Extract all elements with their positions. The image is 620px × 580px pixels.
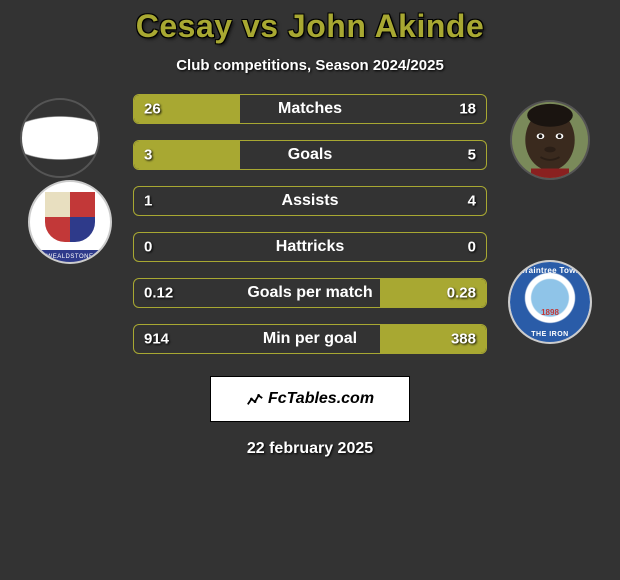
stat-value-right: 5 <box>468 147 476 164</box>
subtitle: Club competitions, Season 2024/2025 <box>176 57 444 74</box>
stat-label: Goals per match <box>247 284 372 302</box>
stat-value-right: 388 <box>451 331 476 348</box>
stat-value-right: 4 <box>468 193 476 210</box>
footer-brand-box: FcTables.com <box>210 376 410 422</box>
stat-value-left: 3 <box>144 147 152 164</box>
footer-brand-text: FcTables.com <box>268 390 374 408</box>
stat-value-left: 0.12 <box>144 285 173 302</box>
stats-area: 26 Matches 18 3 Goals 5 1 Assists 4 0 Hattricks 0 0.… <box>0 94 620 370</box>
fctables-logo-icon <box>246 390 264 408</box>
stat-row: 26 Matches 18 <box>133 94 487 124</box>
stat-label: Min per goal <box>263 330 357 348</box>
stat-row: 3 Goals 5 <box>133 140 487 170</box>
page-title: Cesay vs John Akinde <box>136 8 485 45</box>
comparison-infographic: Cesay vs John Akinde Club competitions, … <box>0 0 620 580</box>
stat-value-left: 914 <box>144 331 169 348</box>
stat-label: Assists <box>282 192 339 210</box>
stat-label: Goals <box>288 146 332 164</box>
stat-value-right: 0 <box>468 239 476 256</box>
stat-row: 914 Min per goal 388 <box>133 324 487 354</box>
stat-row: 0.12 Goals per match 0.28 <box>133 278 487 308</box>
stat-row: 1 Assists 4 <box>133 186 487 216</box>
stat-value-right: 0.28 <box>447 285 476 302</box>
stat-value-left: 0 <box>144 239 152 256</box>
stat-label: Matches <box>278 100 342 118</box>
stat-value-left: 26 <box>144 101 161 118</box>
stat-value-left: 1 <box>144 193 152 210</box>
date-text: 22 february 2025 <box>247 440 373 458</box>
stat-value-right: 18 <box>459 101 476 118</box>
stat-label: Hattricks <box>276 238 344 256</box>
stat-row: 0 Hattricks 0 <box>133 232 487 262</box>
